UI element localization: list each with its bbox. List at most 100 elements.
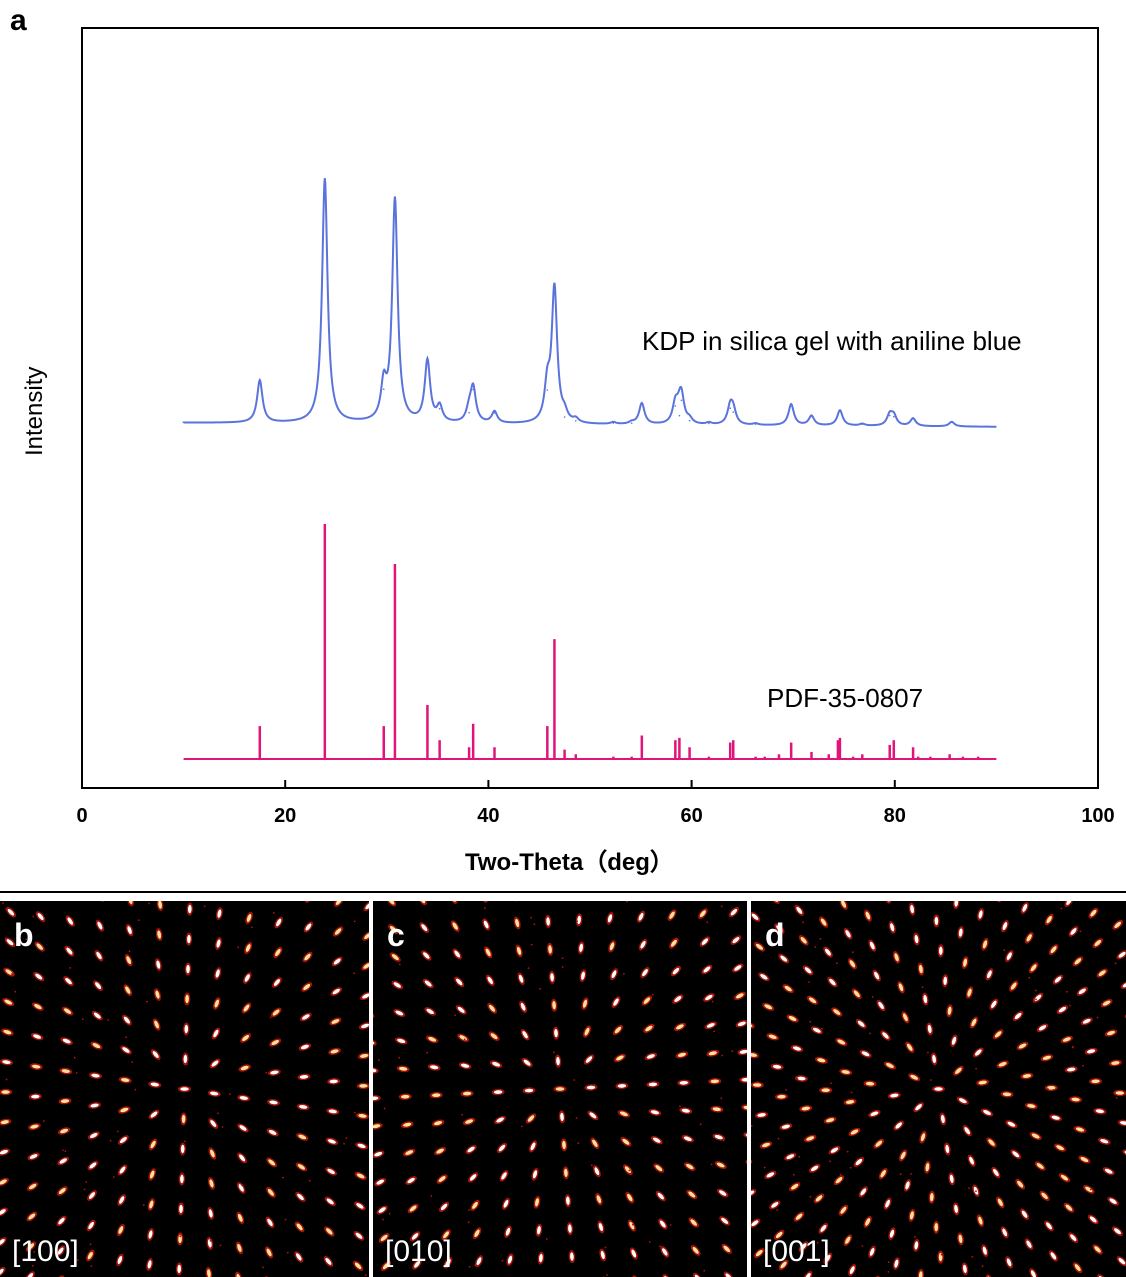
noise-speck <box>142 1204 145 1206</box>
spot-core <box>186 964 190 974</box>
spot-core <box>1007 1121 1016 1127</box>
spot-core <box>841 1070 850 1074</box>
spot-core <box>753 1083 762 1087</box>
spot-core <box>821 1088 830 1093</box>
peak-point <box>472 388 474 391</box>
spot-core <box>244 974 250 982</box>
spot-core <box>679 1080 688 1085</box>
diffraction-spot <box>751 1218 761 1228</box>
spot-core <box>0 1268 4 1276</box>
spot-core <box>0 1179 7 1185</box>
spot-core <box>929 1193 934 1202</box>
spot-core <box>456 978 463 986</box>
x-tick-label: 100 <box>1081 805 1114 827</box>
diffraction-spot <box>679 1107 693 1115</box>
spot-halo <box>996 901 1005 903</box>
diffraction-spot <box>361 961 369 971</box>
spot-core <box>245 944 251 952</box>
diffraction-spot <box>962 1125 972 1137</box>
noise-speck <box>604 1246 607 1249</box>
spot-core <box>652 1137 661 1143</box>
spot-core <box>530 1142 536 1151</box>
diffraction-spot <box>274 916 283 929</box>
diffraction-spot <box>95 919 105 932</box>
diffraction-spot <box>398 1093 412 1100</box>
spot-core <box>967 988 972 997</box>
spot-core <box>1056 1145 1064 1151</box>
diffraction-spot <box>178 1172 186 1186</box>
diffraction-spot <box>327 1078 341 1085</box>
spot-core <box>0 1238 5 1246</box>
spot-core <box>895 1122 903 1129</box>
diffraction-spot <box>778 953 790 964</box>
spot-core <box>524 1088 534 1093</box>
noise-speck <box>64 1150 67 1153</box>
diffraction-spot <box>564 1194 572 1208</box>
diffraction-spot <box>793 1211 805 1222</box>
diffraction-spot <box>147 1228 154 1241</box>
spot-core <box>1027 1104 1036 1108</box>
noise-speck <box>91 1250 93 1253</box>
spot-core <box>840 1206 847 1214</box>
noise-speck <box>648 1241 651 1243</box>
diffraction-spot <box>991 1166 1001 1179</box>
diffraction-spot <box>237 1123 249 1133</box>
spot-core <box>60 1099 70 1103</box>
diffraction-spot <box>789 1182 801 1192</box>
spot-core <box>1046 1222 1052 1230</box>
diffraction-spot <box>148 1109 160 1120</box>
noise-speck <box>73 1056 76 1059</box>
diffraction-spot <box>739 1076 747 1083</box>
diffraction-spot <box>429 1091 443 1099</box>
noise-speck <box>720 1097 723 1100</box>
diffraction-spot <box>125 923 134 937</box>
diffraction-spot <box>770 1063 784 1071</box>
spot-core <box>772 1064 782 1069</box>
diffraction-spot <box>362 931 369 941</box>
diffraction-spot <box>908 1209 916 1222</box>
diffraction-spot <box>611 996 621 1008</box>
diffraction-spot <box>360 991 369 1001</box>
diffraction-spot <box>1104 1029 1118 1037</box>
diffraction-spot <box>376 1205 388 1215</box>
diffraction-spot <box>236 1211 245 1224</box>
spot-core <box>33 1034 42 1039</box>
spot-core <box>360 1053 369 1058</box>
diffraction-spot <box>28 1093 42 1100</box>
spot-core <box>395 1010 404 1016</box>
spot-core <box>1074 1264 1081 1272</box>
spot-core <box>954 1204 958 1214</box>
diffraction-spot <box>714 1160 727 1170</box>
spot-core <box>147 1260 152 1269</box>
noise-speck <box>785 1089 787 1091</box>
diffraction-spot <box>1020 1072 1034 1080</box>
spot-core <box>732 937 740 944</box>
diffraction-spot <box>590 1137 600 1150</box>
spot-core <box>393 982 401 988</box>
spot-core <box>356 1203 364 1209</box>
diffraction-spot <box>883 1197 892 1210</box>
noise-speck <box>751 1125 753 1127</box>
spot-core <box>0 1120 9 1125</box>
diffraction-spot <box>1060 1035 1073 1044</box>
diffraction-spot <box>494 1115 507 1125</box>
spot-core <box>875 1140 883 1147</box>
spot-core <box>820 918 827 926</box>
spot-core <box>890 1093 899 1098</box>
spot-core <box>469 1174 477 1181</box>
diffraction-spot <box>264 1246 274 1259</box>
diffraction-spot <box>91 1010 103 1021</box>
spot-core <box>276 918 282 927</box>
noise-speck <box>669 1224 672 1226</box>
peak-point <box>839 409 841 412</box>
diffraction-spot <box>180 1112 187 1126</box>
noise-speck <box>131 1061 134 1063</box>
spot-core <box>764 1004 773 1010</box>
diffraction-spot <box>804 1134 817 1143</box>
spot-core <box>268 1159 276 1166</box>
spot-core <box>672 967 680 975</box>
diffraction-spot <box>96 901 105 902</box>
noise-speck <box>623 972 625 975</box>
diffraction-spot <box>58 1097 72 1105</box>
diffraction-spot <box>354 1201 366 1211</box>
